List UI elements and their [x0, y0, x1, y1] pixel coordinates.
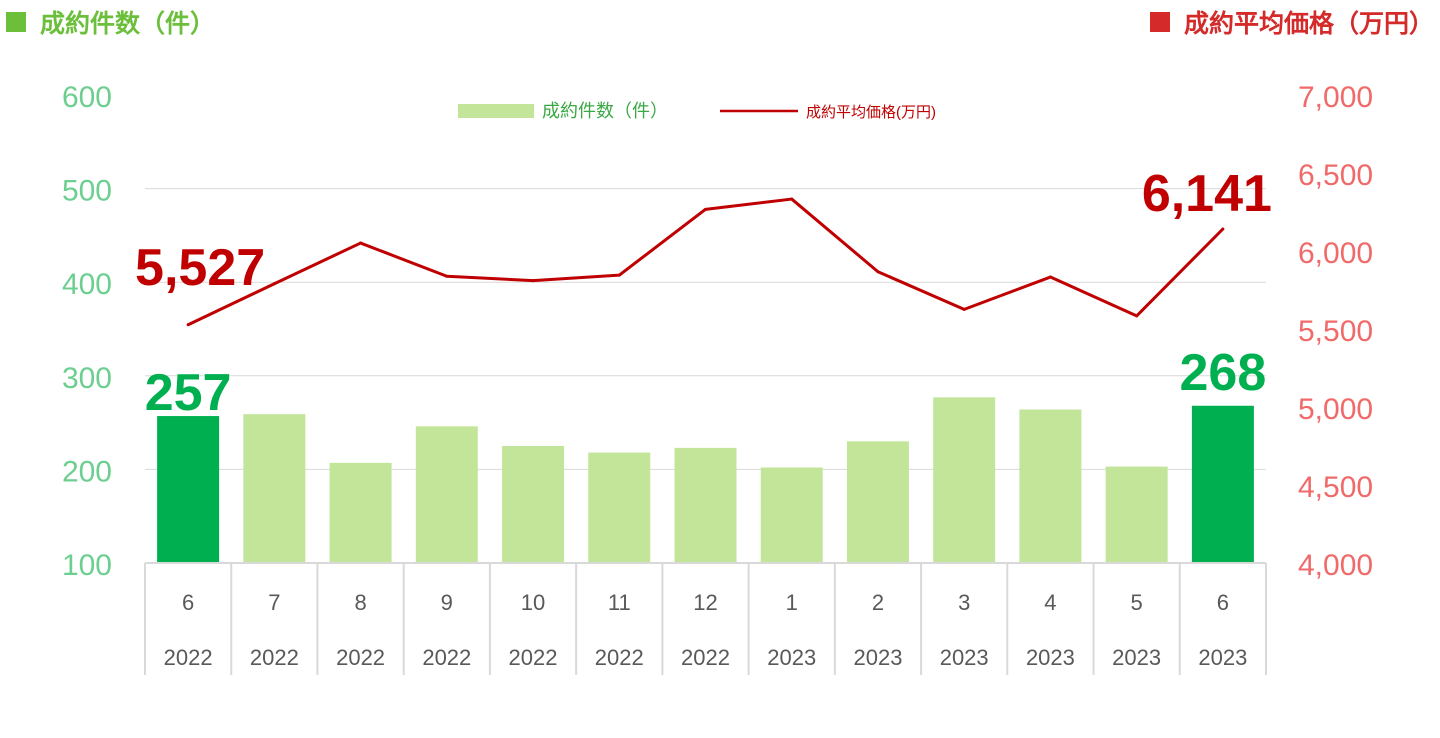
- bar-data-label: 257: [145, 364, 232, 422]
- bar: [415, 426, 478, 563]
- year-tick-label: 2022: [250, 645, 299, 670]
- month-tick-label: 10: [521, 590, 545, 615]
- left-axis-header-text: 成約件数（件）: [40, 9, 216, 38]
- line-data-label: 5,527: [135, 239, 265, 297]
- price-point: [790, 197, 794, 201]
- year-tick-label: 2023: [1026, 645, 1075, 670]
- left-axis-header: 成約件数（件）: [6, 4, 215, 40]
- right-axis-tick-label: 4,500: [1298, 471, 1373, 504]
- price-point: [876, 270, 880, 274]
- left-axis-tick-label: 500: [62, 175, 112, 208]
- green-square-icon: [6, 12, 26, 32]
- price-point: [272, 282, 276, 286]
- month-tick-label: 12: [693, 590, 717, 615]
- bar: [1105, 466, 1168, 563]
- price-point: [531, 279, 535, 283]
- bar: [243, 414, 306, 563]
- right-axis-tick-label: 6,000: [1298, 237, 1373, 270]
- price-point: [617, 273, 621, 277]
- line-data-label: 6,141: [1142, 165, 1272, 223]
- bar: [846, 441, 909, 563]
- bar: [760, 467, 823, 563]
- bar: [674, 447, 737, 563]
- price-point: [186, 323, 190, 327]
- month-tick-label: 4: [1044, 590, 1056, 615]
- month-tick-label: 5: [1131, 590, 1143, 615]
- month-tick-label: 11: [608, 590, 631, 615]
- price-point: [445, 274, 449, 278]
- bar: [329, 462, 392, 563]
- legend-bar-label: 成約件数（件）: [542, 101, 668, 121]
- bar: [588, 452, 651, 563]
- year-tick-label: 2023: [940, 645, 989, 670]
- left-axis-tick-label: 100: [62, 549, 112, 582]
- left-axis-tick-label: 300: [62, 362, 112, 395]
- bar: [1191, 405, 1254, 563]
- red-square-icon: [1149, 12, 1170, 32]
- month-tick-label: 6: [1217, 590, 1229, 615]
- bar: [502, 446, 565, 563]
- right-axis-header-text: 成約平均価格（万円）: [1183, 9, 1434, 38]
- price-point: [1221, 227, 1225, 231]
- price-line: [187, 197, 1224, 327]
- year-tick-label: 2022: [595, 645, 644, 670]
- year-tick-label: 2023: [1198, 645, 1247, 670]
- month-tick-label: 7: [268, 590, 280, 615]
- price-point: [1135, 314, 1139, 318]
- left-axis-tick-label: 400: [62, 268, 112, 301]
- bar-data-label: 268: [1180, 344, 1267, 402]
- price-point: [359, 241, 363, 245]
- bar: [157, 416, 220, 563]
- right-axis-tick-label: 6,500: [1298, 159, 1373, 192]
- right-axis-tick-label: 7,000: [1298, 81, 1373, 114]
- price-point: [962, 307, 966, 311]
- legend-line-label: 成約平均価格(万円): [806, 104, 936, 121]
- month-tick-label: 9: [441, 590, 453, 615]
- year-tick-label: 2023: [767, 645, 816, 670]
- right-axis-tick-label: 5,500: [1298, 315, 1373, 348]
- month-tick-label: 1: [786, 590, 798, 615]
- right-axis-tick-label: 5,000: [1298, 393, 1373, 426]
- year-tick-label: 2023: [853, 645, 902, 670]
- year-tick-label: 2022: [422, 645, 471, 670]
- month-tick-label: 3: [958, 590, 970, 615]
- price-point: [704, 207, 707, 211]
- month-tick-label: 2: [872, 590, 884, 615]
- bar: [933, 397, 996, 563]
- right-axis-tick-label: 4,000: [1298, 549, 1373, 582]
- right-axis-header: 成約平均価格（万円）: [1149, 4, 1434, 40]
- year-tick-label: 2022: [164, 645, 213, 670]
- bar: [1019, 409, 1082, 563]
- legend-bar-swatch: [458, 104, 534, 118]
- month-tick-label: 8: [354, 590, 366, 615]
- year-tick-label: 2023: [1112, 645, 1161, 670]
- left-axis-tick-label: 200: [62, 455, 112, 488]
- year-tick-label: 2022: [336, 645, 385, 670]
- price-point: [1048, 275, 1052, 279]
- year-tick-label: 2022: [681, 645, 730, 670]
- month-tick-label: 6: [182, 590, 194, 615]
- year-tick-label: 2022: [509, 645, 558, 670]
- left-axis-tick-label: 600: [62, 81, 112, 114]
